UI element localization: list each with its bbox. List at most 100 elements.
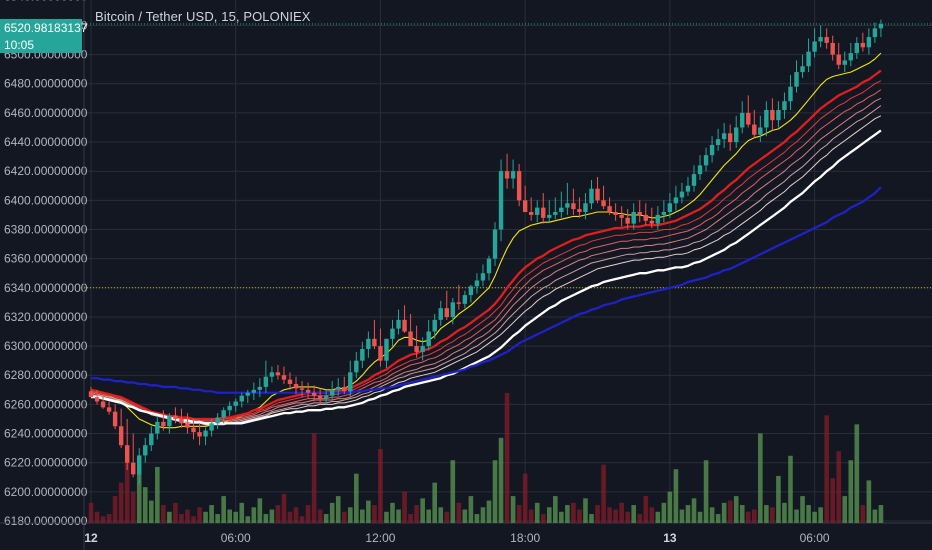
- volume-bar: [764, 505, 769, 523]
- bar-countdown: 10:05: [4, 38, 35, 52]
- candle-body: [468, 286, 474, 296]
- moving-average-line: [90, 80, 882, 421]
- candle-body: [673, 197, 679, 204]
- volume-bar: [149, 500, 154, 523]
- candle-body: [878, 23, 884, 29]
- volume-bar: [112, 496, 118, 523]
- candle-body: [830, 42, 835, 55]
- candle-body: [721, 133, 727, 140]
- volume-bar: [715, 514, 721, 523]
- candle-body: [227, 405, 232, 411]
- volume-bar: [311, 433, 317, 523]
- candle-body: [553, 212, 558, 215]
- volume-bar: [215, 514, 220, 523]
- volume-bar: [733, 496, 739, 523]
- volume-bar: [366, 500, 371, 523]
- moving-average-line: [91, 129, 882, 425]
- candle-body: [336, 386, 341, 390]
- candle-body: [679, 191, 685, 198]
- volume-bar: [577, 509, 582, 523]
- y-axis-tick-label: 6380.00000000: [4, 222, 88, 236]
- candle-body: [522, 200, 528, 213]
- candle-body: [384, 338, 389, 361]
- volume-bar: [221, 496, 226, 523]
- volume-bar: [637, 514, 643, 523]
- candle-body: [263, 376, 269, 387]
- volume-bar: [878, 505, 884, 523]
- volume-bar: [275, 505, 281, 523]
- candle-body: [595, 188, 600, 201]
- y-axis-tick-label: 6460.00000000: [4, 106, 88, 120]
- chart-title: Bitcoin / Tether USD, 15, POLONIEX: [95, 9, 311, 24]
- volume-bar: [438, 507, 444, 523]
- volume-bar: [384, 511, 389, 523]
- candle-body: [643, 214, 648, 221]
- volume-bar: [607, 507, 612, 523]
- volume-bar: [124, 460, 130, 523]
- candle-body: [299, 388, 305, 390]
- candle-body: [619, 214, 624, 218]
- volume-bar: [106, 514, 112, 523]
- candle-body: [88, 391, 94, 398]
- volume-bar: [161, 505, 166, 523]
- volume-bar: [571, 502, 576, 523]
- volume-bar: [643, 496, 649, 523]
- volume-bar: [601, 464, 606, 523]
- volume-bar: [414, 505, 419, 523]
- volume-bar: [745, 511, 751, 523]
- volume-bar: [504, 393, 510, 523]
- volume-bar: [866, 480, 872, 523]
- candle-body: [275, 372, 281, 376]
- volume-bar: [565, 505, 570, 523]
- candle-body: [613, 212, 618, 215]
- candle-body: [571, 203, 576, 210]
- candle-body: [257, 386, 263, 390]
- candle-body: [818, 37, 823, 42]
- candle-body: [390, 328, 395, 339]
- candle-body: [456, 302, 462, 304]
- candle-body: [788, 86, 793, 102]
- candle-body: [408, 331, 413, 347]
- volume-bar: [679, 509, 685, 523]
- volume-bar: [299, 516, 305, 523]
- candle-body: [824, 37, 829, 43]
- volume-bar: [522, 473, 528, 523]
- volume-bar: [589, 514, 594, 523]
- volume-bar: [546, 507, 552, 523]
- volume-bar: [269, 509, 275, 523]
- volume-bar: [426, 509, 431, 523]
- candle-body: [667, 203, 673, 213]
- volume-bar: [794, 509, 799, 523]
- y-axis-tick-label: 6440.00000000: [4, 135, 88, 149]
- y-axis-tick-label: 6400.00000000: [4, 193, 88, 207]
- moving-average-line: [90, 69, 882, 421]
- candle-body: [860, 42, 866, 48]
- candle-body: [209, 423, 214, 431]
- candle-body: [703, 155, 709, 166]
- candle-body: [800, 66, 805, 73]
- volume-bar: [450, 460, 456, 523]
- volume-bar: [402, 491, 407, 523]
- volume-bar: [697, 511, 703, 523]
- volume-bar: [118, 482, 124, 523]
- candle-body: [559, 207, 564, 213]
- y-axis-tick-label: 6280.00000000: [4, 368, 88, 382]
- x-axis-tick-label: 13: [663, 531, 677, 545]
- volume-bar: [510, 496, 516, 523]
- candle-body: [414, 346, 419, 352]
- y-axis-tick-label: 6480.00000000: [4, 77, 88, 91]
- candle-body: [360, 349, 365, 361]
- volume-bar: [378, 449, 383, 523]
- candle-body: [330, 389, 335, 396]
- volume-bar: [848, 460, 854, 523]
- candle-body: [697, 165, 703, 175]
- candle-body: [191, 427, 196, 433]
- moving-average-line: [90, 97, 882, 424]
- volume-bar: [360, 509, 365, 523]
- candle-body: [510, 171, 516, 179]
- y-axis-tick-label: 6360.00000000: [4, 252, 88, 266]
- x-axis-tick-label: 06:00: [800, 531, 830, 545]
- candle-body: [589, 188, 594, 204]
